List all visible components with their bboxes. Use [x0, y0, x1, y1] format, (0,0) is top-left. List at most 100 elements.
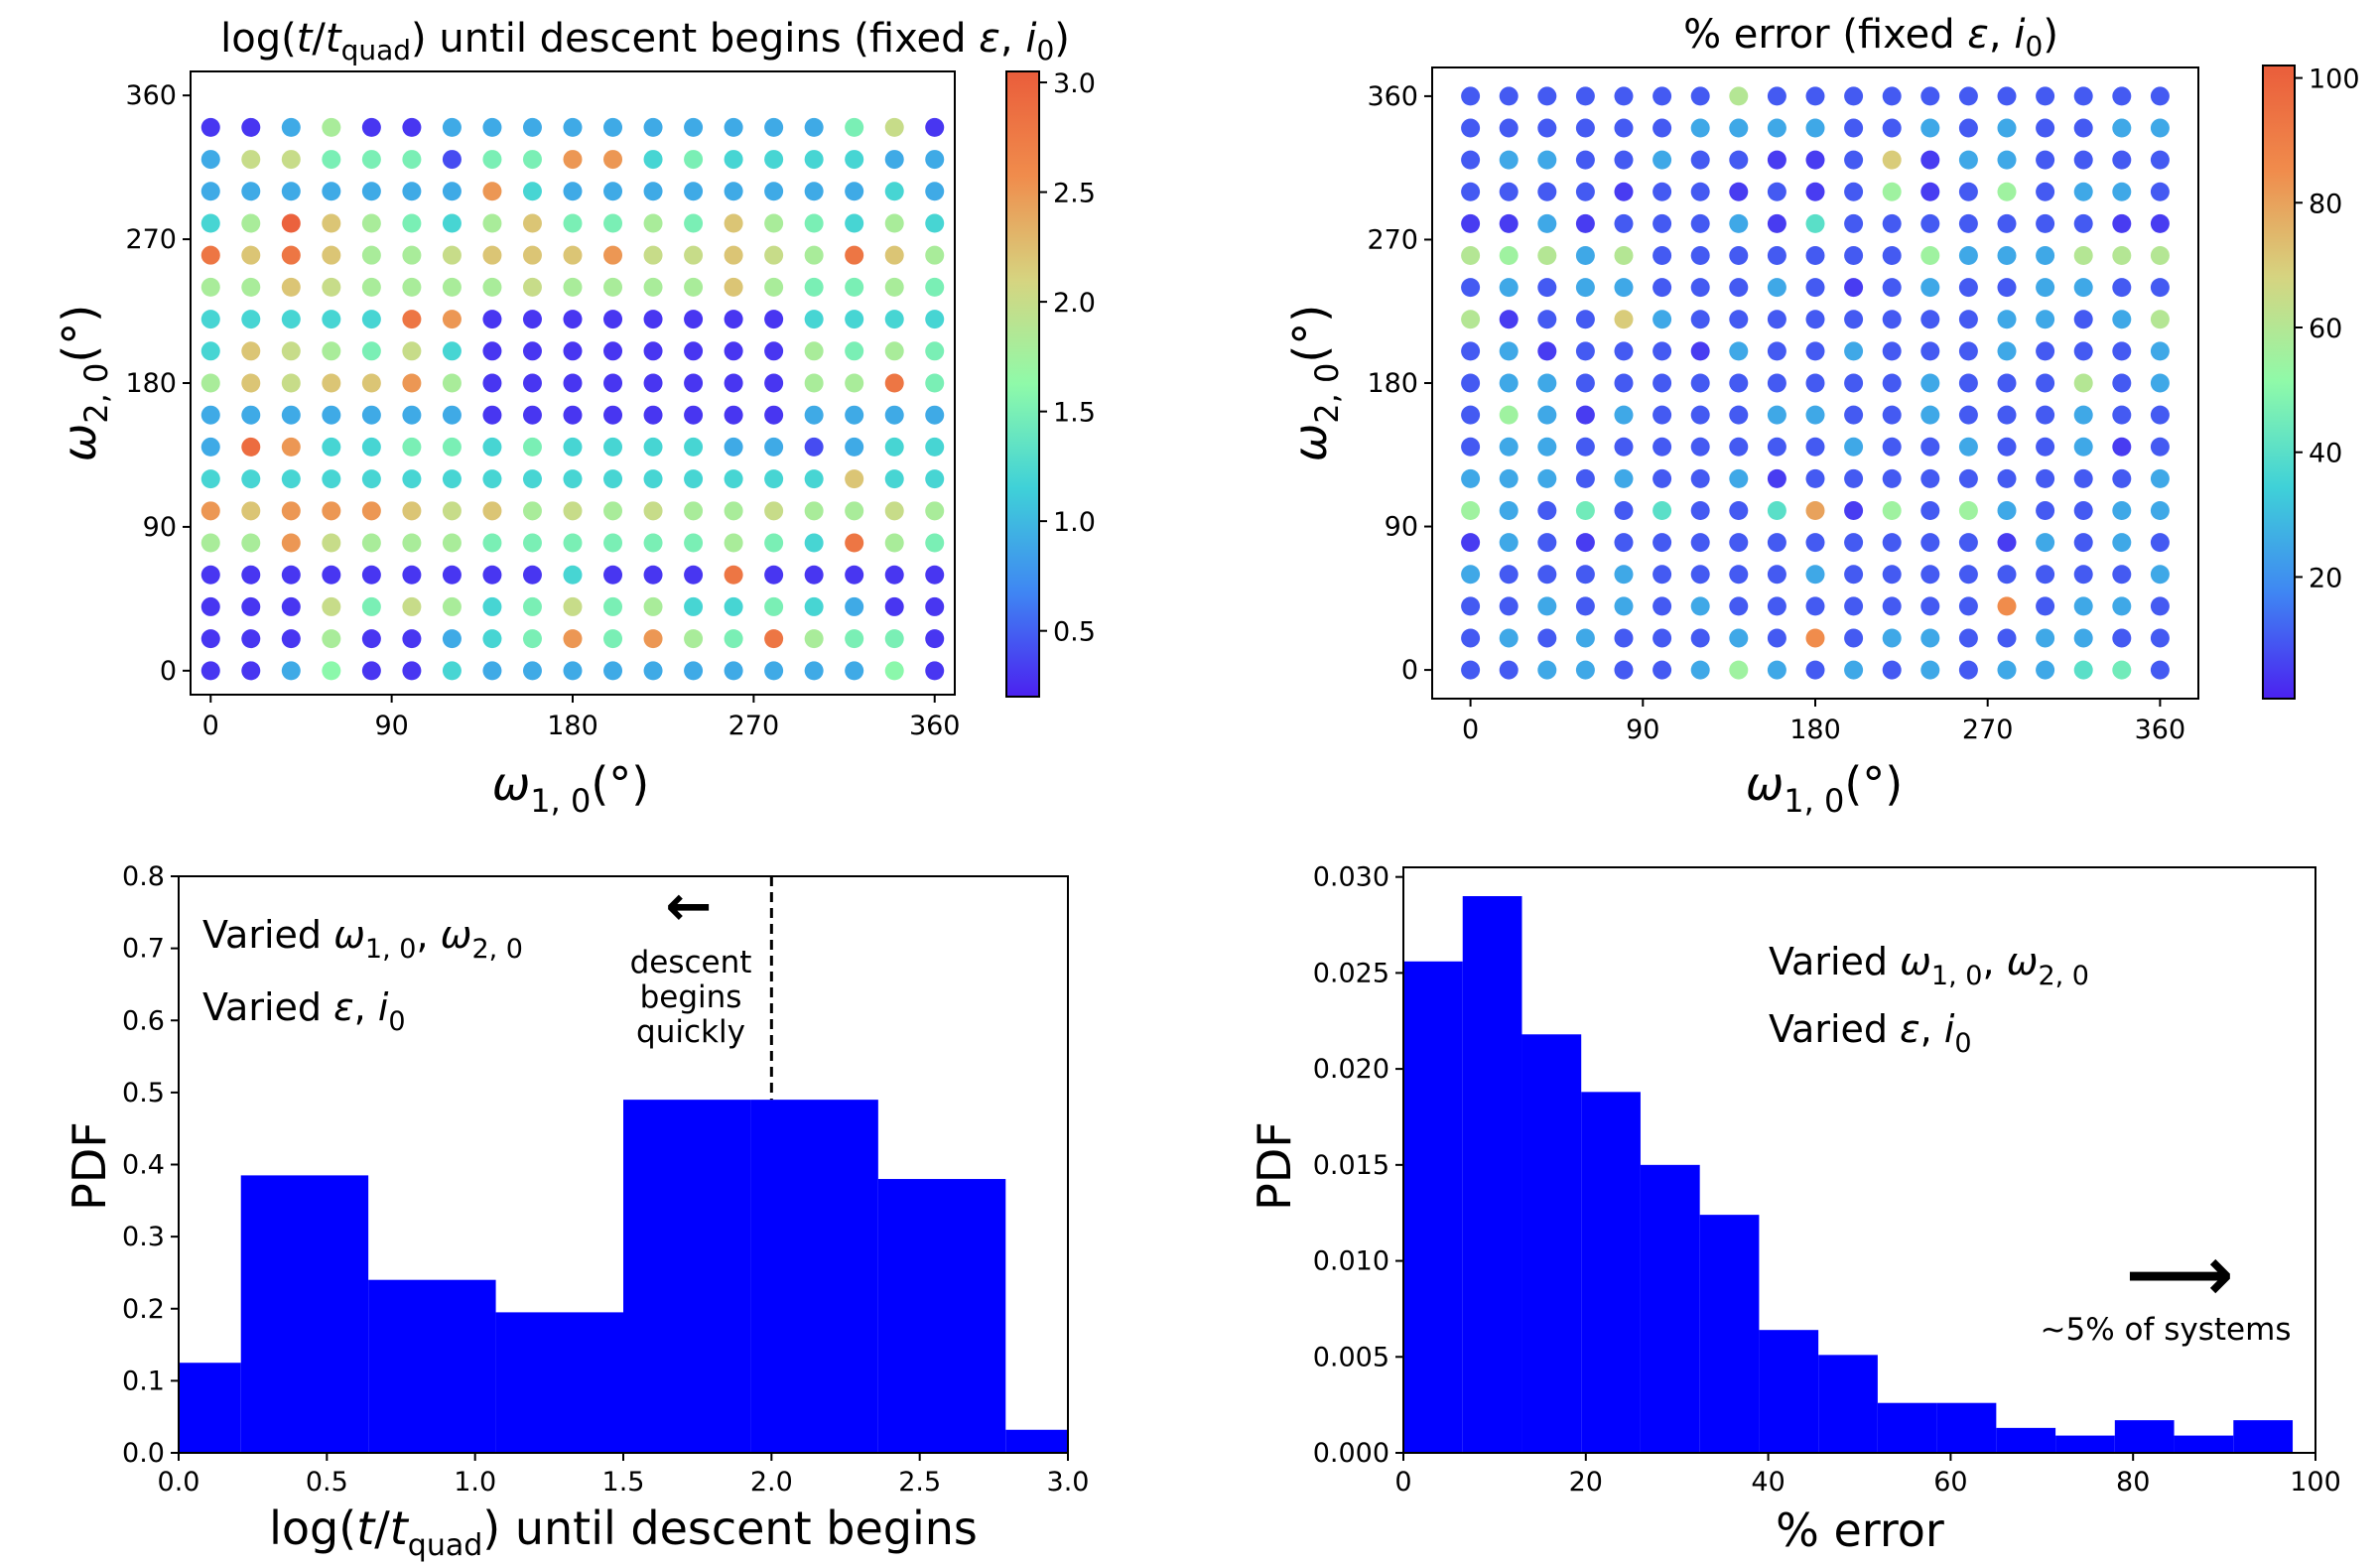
scatter-point	[1499, 373, 1519, 393]
scatter-point	[603, 373, 623, 393]
scatter-point	[563, 182, 583, 201]
scatter-point	[2150, 596, 2170, 616]
scatter-point	[1690, 341, 1710, 361]
scatter-point	[643, 182, 663, 201]
scatter-point	[2073, 278, 2093, 298]
scatter-point	[1461, 660, 1481, 680]
scatter-point	[845, 405, 864, 425]
scatter-point	[724, 245, 743, 265]
scatter-point	[724, 341, 743, 361]
scatter-point	[482, 661, 502, 681]
scatter-point	[482, 501, 502, 521]
panel-c-legend-line1: Varied ω1, 0, ω2, 0	[202, 913, 523, 965]
scatter-point	[2073, 533, 2093, 553]
x-tick-label: 0	[1394, 1467, 1411, 1498]
scatter-point	[522, 213, 542, 233]
scatter-point	[884, 277, 904, 297]
scatter-point	[1997, 596, 2017, 616]
scatter-point	[1614, 565, 1634, 585]
scatter-point	[1805, 533, 1825, 553]
panel-c-legend-line2: Varied ε, i0	[202, 985, 406, 1037]
x-tick-label: 180	[1789, 715, 1841, 745]
scatter-point	[322, 501, 341, 521]
scatter-point	[522, 565, 542, 585]
scatter-point	[2112, 373, 2132, 393]
scatter-point	[1690, 437, 1710, 456]
scatter-point	[1461, 213, 1481, 233]
scatter-point	[1767, 468, 1786, 488]
scatter-point	[724, 437, 743, 456]
panel-c-annotation-line3: quickly	[636, 1014, 745, 1050]
scatter-point	[281, 150, 301, 170]
scatter-point	[200, 277, 220, 297]
scatter-point	[1461, 118, 1481, 138]
scatter-point	[1614, 437, 1634, 456]
scatter-point	[884, 533, 904, 553]
scatter-point	[241, 341, 261, 361]
scatter-point	[241, 373, 261, 393]
scatter-point	[724, 213, 743, 233]
scatter-point	[925, 629, 945, 649]
scatter-point	[241, 213, 261, 233]
scatter-point	[241, 117, 261, 137]
scatter-point	[1920, 373, 1940, 393]
scatter-point	[1461, 310, 1481, 329]
y-tick-label: 270	[1367, 224, 1418, 255]
y-tick-label: 360	[125, 80, 177, 111]
scatter-point	[1767, 246, 1786, 266]
scatter-point	[643, 150, 663, 170]
histogram-bar	[1581, 1092, 1641, 1453]
scatter-point	[2112, 341, 2132, 361]
scatter-point	[322, 117, 341, 137]
scatter-point	[1461, 246, 1481, 266]
scatter-point	[200, 182, 220, 201]
scatter-point	[925, 469, 945, 489]
scatter-point	[1958, 468, 1978, 488]
scatter-point	[764, 213, 784, 233]
scatter-point	[724, 629, 743, 649]
scatter-point	[1729, 628, 1749, 648]
scatter-point	[361, 596, 381, 616]
scatter-point	[361, 405, 381, 425]
scatter-point	[442, 245, 462, 265]
scatter-point	[884, 565, 904, 585]
scatter-point	[724, 596, 743, 616]
scatter-point	[1844, 86, 1864, 106]
scatter-point	[884, 245, 904, 265]
scatter-point	[1729, 565, 1749, 585]
scatter-point	[361, 182, 381, 201]
scatter-point	[2036, 628, 2055, 648]
scatter-point	[1767, 278, 1786, 298]
scatter-point	[1997, 468, 2017, 488]
scatter-point	[241, 437, 261, 456]
panel-b-y-ticks: 0 90 180 270 360	[1367, 81, 1432, 686]
scatter-point	[241, 277, 261, 297]
scatter-point	[684, 373, 704, 393]
scatter-point	[1653, 86, 1672, 106]
scatter-point	[724, 150, 743, 170]
scatter-point	[1690, 86, 1710, 106]
scatter-point	[1614, 246, 1634, 266]
scatter-point	[764, 661, 784, 681]
scatter-point	[522, 661, 542, 681]
scatter-point	[402, 501, 422, 521]
scatter-point	[361, 373, 381, 393]
scatter-point	[2112, 278, 2132, 298]
scatter-point	[1614, 341, 1634, 361]
scatter-point	[684, 629, 704, 649]
scatter-point	[2073, 86, 2093, 106]
scatter-point	[643, 405, 663, 425]
scatter-point	[1537, 660, 1557, 680]
scatter-point	[1575, 533, 1595, 553]
scatter-point	[1614, 278, 1634, 298]
scatter-point	[361, 150, 381, 170]
scatter-point	[2150, 405, 2170, 425]
scatter-point	[804, 373, 824, 393]
scatter-point	[2073, 660, 2093, 680]
scatter-point	[563, 213, 583, 233]
scatter-point	[1997, 660, 2017, 680]
scatter-point	[2073, 628, 2093, 648]
scatter-point	[1805, 565, 1825, 585]
scatter-point	[643, 533, 663, 553]
scatter-point	[764, 117, 784, 137]
